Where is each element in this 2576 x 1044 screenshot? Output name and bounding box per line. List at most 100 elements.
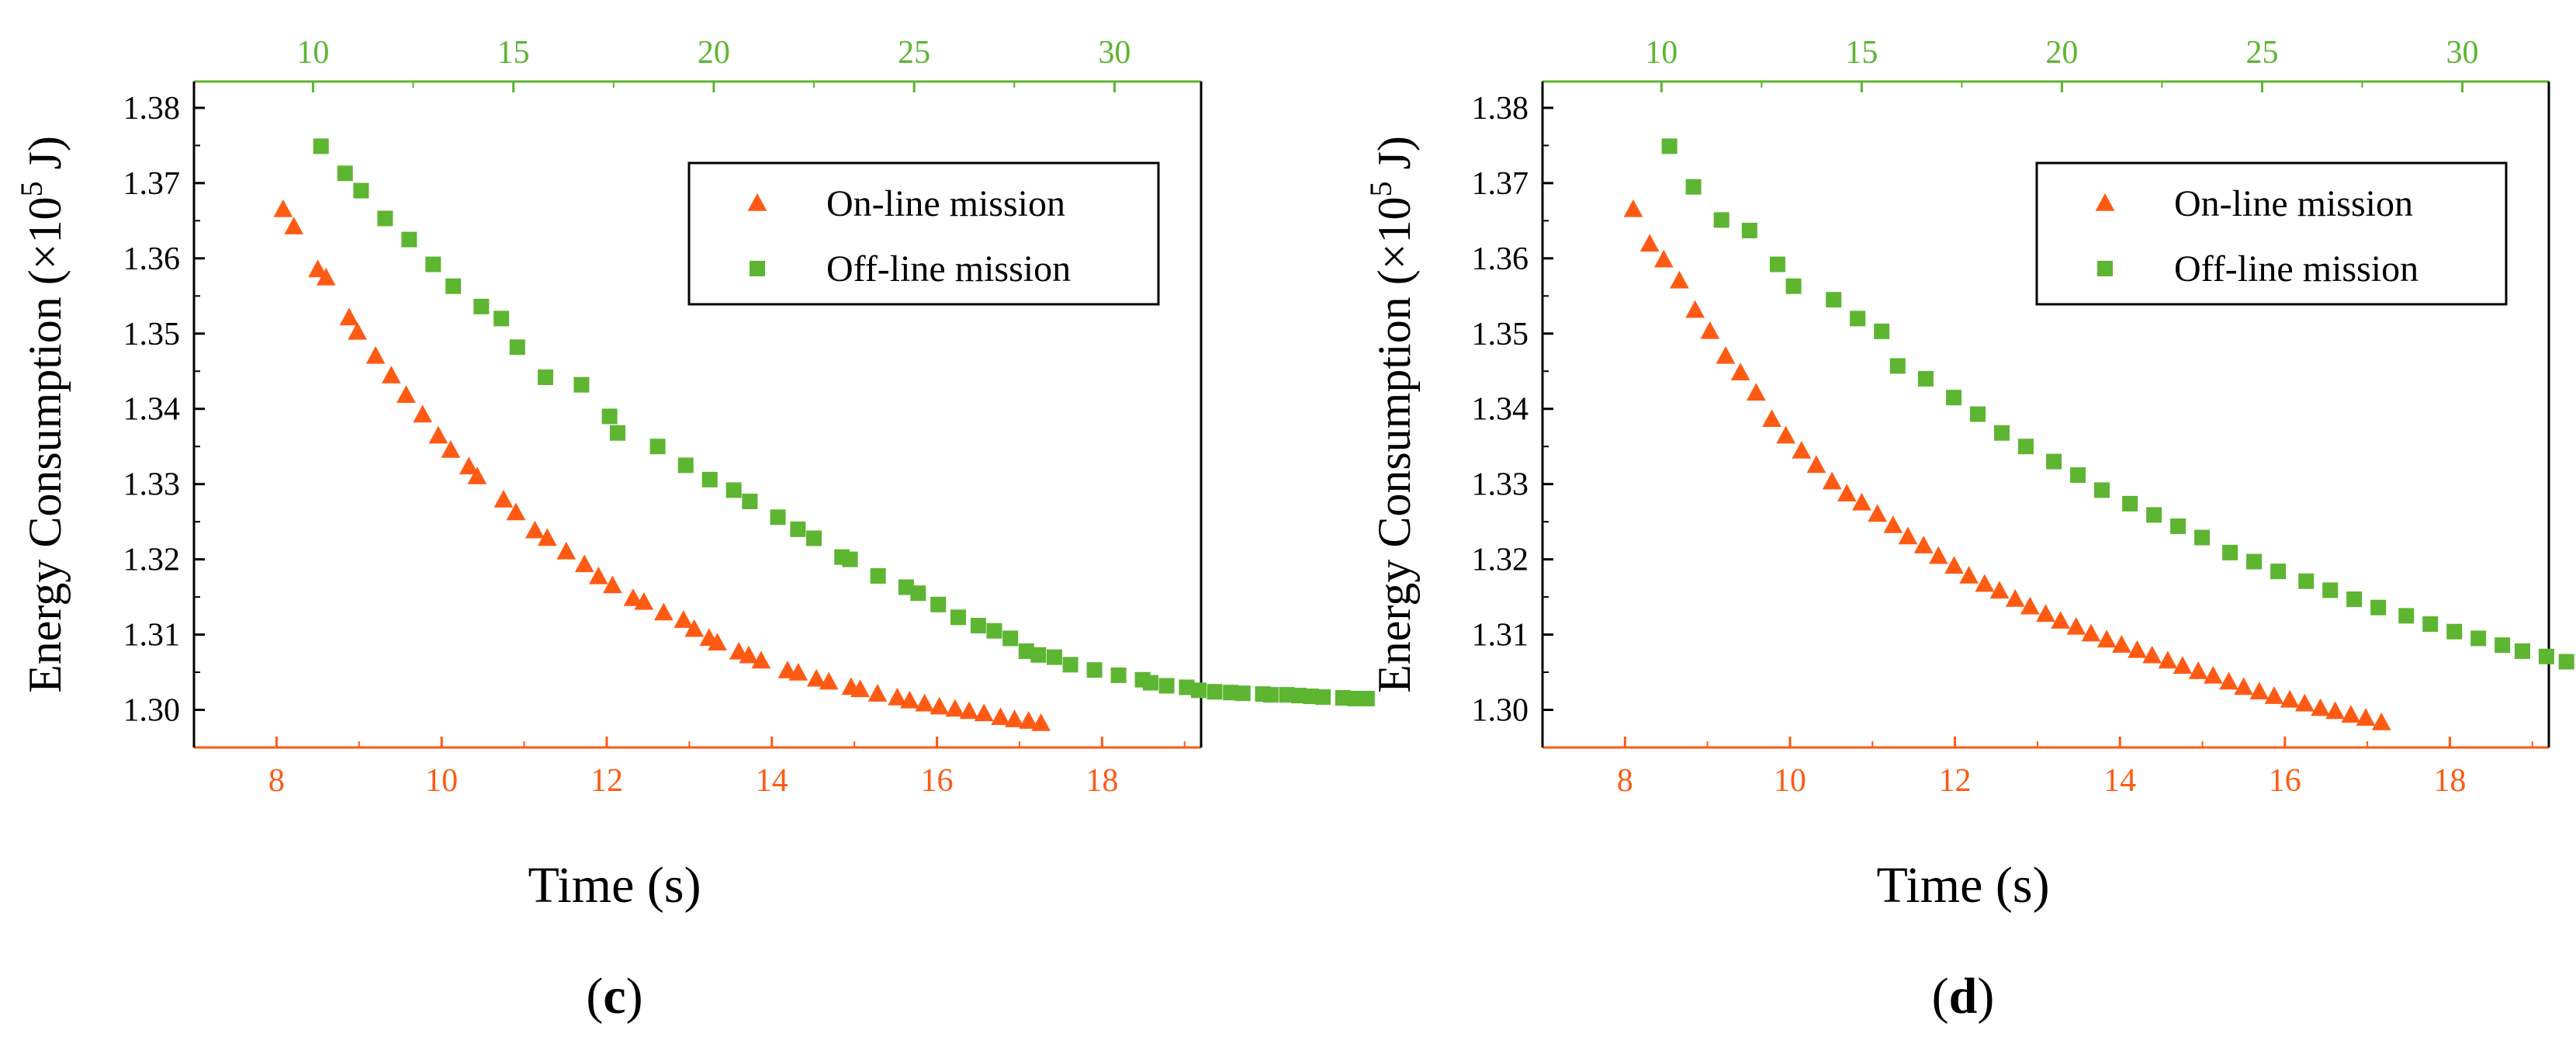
offline-point: [2122, 495, 2138, 512]
offline-point: [1179, 679, 1195, 695]
offline-point: [1917, 370, 1934, 387]
online-point: [2356, 708, 2376, 726]
y-tick-label: 1.31: [1472, 618, 1529, 654]
offline-point: [445, 278, 462, 294]
online-point: [574, 554, 594, 573]
online-point: [1639, 234, 1660, 252]
online-point: [2066, 616, 2086, 635]
online-point: [2173, 656, 2193, 675]
online-point: [806, 668, 826, 687]
y-axis-label-exponent: 5: [1363, 181, 1398, 196]
x-tick-label-bottom: 12: [590, 763, 623, 799]
offline-point: [1046, 649, 1062, 665]
x-tick-label-top: 10: [296, 35, 329, 71]
offline-point: [1741, 222, 1757, 238]
offline-point: [742, 493, 758, 509]
x-tick-label-bottom: 12: [1939, 763, 1972, 799]
online-point: [959, 701, 979, 720]
online-point: [2005, 589, 2025, 607]
online-point: [991, 707, 1010, 725]
offline-point: [2322, 582, 2339, 598]
online-point: [1898, 526, 1918, 545]
panel-label-letter: d: [1949, 968, 1978, 1025]
online-point: [365, 345, 386, 364]
online-point: [739, 645, 759, 664]
online-point: [2036, 604, 2055, 623]
online-point: [381, 366, 401, 383]
x-tick-label-bottom: 18: [1085, 763, 1118, 799]
offline-point: [1291, 688, 1307, 704]
offline-point: [1158, 678, 1175, 694]
online-point: [441, 440, 461, 458]
online-point: [428, 425, 448, 444]
online-point: [2325, 701, 2346, 720]
online-point: [1837, 484, 1857, 502]
offline-point: [1661, 138, 1678, 154]
offline-point: [313, 138, 329, 154]
legend-offline-label: Off-line mission: [2174, 248, 2418, 290]
y-tick-label: 1.38: [1472, 91, 1529, 127]
offline-point: [910, 585, 926, 602]
offline-point: [2194, 529, 2211, 546]
offline-point: [1062, 657, 1079, 673]
x-tick-label-bottom: 14: [756, 763, 788, 799]
offline-point: [930, 596, 947, 612]
y-axis-label-suffix: J): [19, 136, 71, 181]
offline-point: [2246, 553, 2263, 570]
online-point: [2249, 682, 2270, 700]
offline-point: [2094, 482, 2110, 498]
offline-point: [790, 521, 806, 537]
offline-point: [1946, 390, 1962, 406]
offline-point: [2046, 453, 2062, 470]
offline-point: [537, 369, 553, 386]
y-axis-label-prefix: Energy Consumption (×10: [1369, 196, 1420, 692]
online-point: [1928, 546, 1948, 564]
offline-point: [1993, 425, 2010, 441]
legend-online-label: On-line mission: [826, 183, 1065, 224]
y-axis-label: Energy Consumption (×105 J): [1363, 136, 1420, 693]
x-tick-label-bottom: 8: [1617, 763, 1633, 799]
legend-offline-label: Off-line mission: [826, 248, 1071, 290]
offline-point: [2446, 623, 2463, 640]
online-point: [915, 693, 934, 712]
x-tick-label-bottom: 18: [2433, 763, 2466, 799]
offline-point: [1142, 675, 1158, 691]
offline-point: [1315, 689, 1331, 706]
online-point: [2219, 671, 2238, 690]
offline-point: [337, 165, 353, 182]
online-point: [2311, 698, 2330, 716]
online-point: [2203, 665, 2223, 684]
online-point: [2158, 650, 2178, 669]
online-point: [900, 690, 919, 709]
offline-point: [2270, 564, 2287, 580]
legend-online-marker: [747, 193, 767, 211]
offline-point: [970, 617, 986, 633]
offline-point: [353, 182, 369, 199]
online-point: [1883, 515, 1903, 533]
x-tick-label-top: 20: [698, 35, 730, 71]
online-point: [525, 520, 545, 539]
offline-point: [1262, 687, 1279, 703]
offline-point: [1713, 212, 1729, 228]
online-point: [1822, 471, 1842, 490]
online-point: [2280, 689, 2300, 708]
offline-point: [573, 376, 590, 393]
online-point: [1005, 709, 1024, 727]
online-point: [1944, 556, 1964, 574]
offline-point: [2422, 616, 2439, 633]
y-tick-label: 1.31: [123, 618, 181, 654]
y-axis-label-prefix: Energy Consumption (×10: [19, 196, 71, 692]
y-tick-label: 1.37: [123, 166, 181, 202]
online-point: [1989, 581, 2010, 599]
online-point: [930, 696, 950, 715]
online-point: [2128, 640, 2147, 658]
online-point: [1913, 536, 1934, 553]
offline-point: [870, 567, 886, 584]
online-point: [2371, 713, 2391, 730]
y-axis-label-suffix: J): [1369, 136, 1420, 181]
offline-point: [2222, 544, 2238, 560]
offline-point: [1769, 256, 1785, 272]
online-point: [1746, 383, 1766, 401]
offline-point: [2538, 648, 2554, 664]
